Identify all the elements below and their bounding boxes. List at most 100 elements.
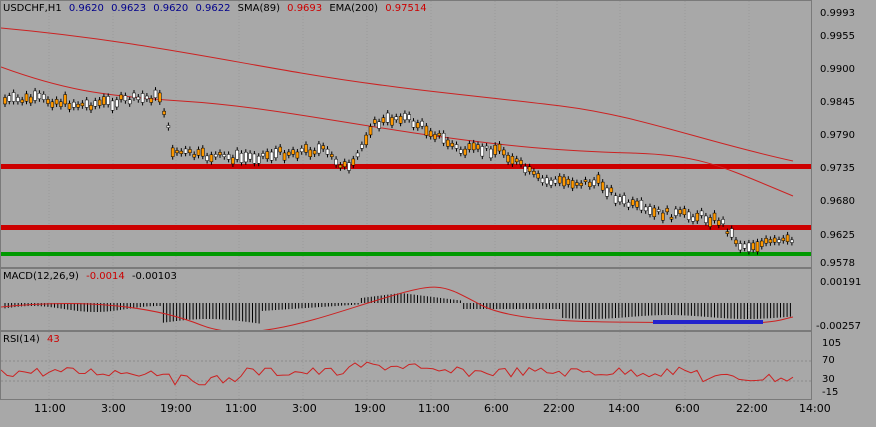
candle-body	[145, 95, 149, 100]
candle-body	[398, 116, 403, 124]
time-label: 14:00	[608, 402, 640, 415]
candle-body	[734, 239, 738, 244]
candle-body	[342, 161, 347, 167]
price-tick: 0.9680	[820, 196, 855, 207]
macd-canvas[interactable]	[1, 269, 811, 330]
candle-body	[532, 170, 536, 175]
candle-body	[579, 182, 583, 186]
resistance-line	[1, 164, 811, 169]
candle-body	[132, 92, 136, 99]
candle-body	[605, 187, 609, 197]
candle-body	[54, 99, 59, 105]
candle-body	[308, 149, 313, 157]
candle-body	[76, 103, 80, 108]
macd-tick: 0.00191	[820, 277, 862, 288]
rsi-value: 43	[46, 334, 60, 345]
candle-body	[136, 96, 141, 100]
candle-body	[411, 120, 416, 128]
candle-body	[325, 148, 330, 155]
candle-body	[708, 217, 712, 227]
price-tick: 0.9993	[820, 8, 855, 19]
candle-body	[11, 92, 16, 102]
candle-body	[755, 241, 760, 252]
candle-body	[738, 243, 743, 251]
candle-body	[261, 153, 265, 157]
candle-body	[274, 148, 278, 158]
candle-body	[123, 95, 128, 101]
candle-body	[661, 212, 665, 221]
candle-body	[330, 154, 334, 157]
candle-body	[106, 96, 110, 105]
price-chart-panel[interactable]: USDCHF,H1 0.9620 0.9623 0.9620 0.9622 SM…	[0, 0, 812, 268]
candle-body	[592, 179, 596, 186]
macd-tick: -0.00257	[816, 321, 861, 332]
candle-body	[7, 95, 12, 102]
candle-body	[239, 153, 244, 163]
candle-body	[450, 142, 454, 147]
rsi-canvas[interactable]	[1, 332, 811, 399]
price-tick: 0.9900	[820, 64, 855, 75]
high-value: 0.9623	[111, 3, 147, 14]
price-scale: 0.9993 0.9955 0.9900 0.9845 0.9790 0.973…	[812, 0, 876, 269]
candle-body	[626, 202, 631, 208]
candle-body	[704, 215, 708, 223]
candle-body	[785, 234, 790, 242]
candle-body	[527, 166, 532, 172]
time-label: 11:00	[34, 402, 66, 415]
time-label: 11:00	[418, 402, 450, 415]
candle-body	[33, 90, 37, 101]
candle-body	[454, 144, 459, 149]
candle-body	[222, 154, 227, 157]
candle-body	[441, 133, 446, 144]
candle-body	[269, 151, 274, 161]
macd-panel[interactable]: MACD(12,26,9) -0.0014 -0.00103	[0, 268, 812, 331]
candle-body	[678, 209, 682, 214]
candle-body	[686, 211, 691, 220]
candle-body	[407, 114, 411, 120]
rsi-panel[interactable]: RSI(14) 43	[0, 331, 812, 400]
candle-body	[695, 213, 700, 222]
candle-body	[338, 164, 343, 169]
candle-body	[510, 156, 515, 165]
candle-body	[514, 158, 519, 163]
candle-body	[282, 152, 287, 161]
candle-body	[46, 99, 50, 104]
rsi-tick: -15	[822, 387, 839, 398]
candle-body	[760, 240, 764, 247]
candle-body	[67, 103, 72, 110]
candle-body	[334, 158, 338, 166]
price-tick: 0.9955	[820, 31, 855, 42]
candle-body	[536, 173, 540, 179]
candle-body	[764, 238, 768, 244]
price-tick: 0.9790	[820, 130, 855, 141]
candle-body	[140, 93, 145, 103]
candle-body	[416, 122, 420, 129]
candle-body	[304, 144, 308, 153]
candle-body	[364, 134, 368, 145]
candle-body	[218, 152, 222, 156]
macd-scale: 0.00191 -0.00257	[812, 268, 876, 332]
candle-body	[252, 153, 257, 164]
candle-body	[562, 176, 566, 187]
time-label: 14:00	[799, 402, 831, 415]
candle-body	[287, 151, 291, 156]
candle-body	[162, 110, 166, 115]
candle-body	[463, 148, 467, 156]
candle-body	[175, 150, 179, 154]
time-label: 22:00	[736, 402, 768, 415]
candle-body	[420, 120, 424, 127]
candle-body	[437, 133, 442, 136]
candle-body	[403, 113, 407, 121]
candle-body	[691, 216, 695, 222]
ema-label: EMA(200)	[329, 3, 379, 14]
candle-body	[179, 150, 184, 154]
candle-body	[742, 243, 747, 249]
candle-body	[373, 119, 377, 124]
macd-divergence-mark	[653, 320, 763, 324]
candle-body	[549, 180, 553, 186]
candle-body	[575, 182, 579, 186]
candle-body	[80, 102, 85, 107]
sma-value: 0.9693	[287, 3, 323, 14]
price-chart-canvas[interactable]	[1, 1, 811, 267]
price-tick: 0.9625	[820, 230, 855, 241]
